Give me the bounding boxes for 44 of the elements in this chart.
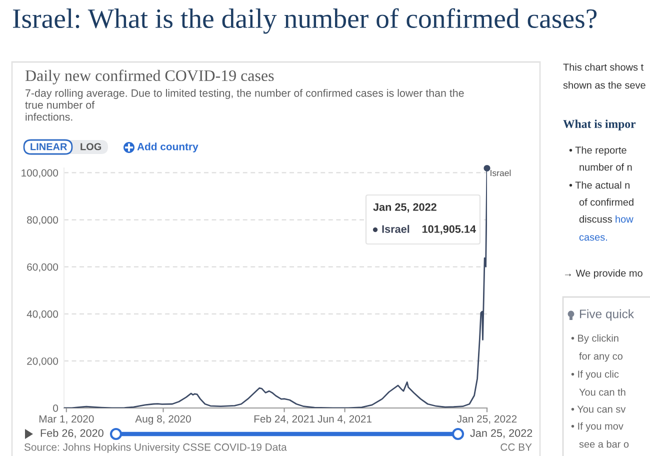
y-tick-label: 80,000 xyxy=(27,216,58,225)
text: • The reporte xyxy=(569,146,626,156)
text: Five quick xyxy=(580,309,634,321)
text: number of n xyxy=(580,163,632,171)
text: how xyxy=(616,215,634,223)
text: Jan 25, 2022 xyxy=(470,429,532,438)
text: What is impor xyxy=(563,120,636,130)
y-tick-label: 20,000 xyxy=(27,357,58,366)
x-tick-label: Jan 25, 2022 xyxy=(457,415,517,424)
text: see a bar o xyxy=(579,440,629,448)
text: discuss xyxy=(579,215,612,223)
x-tick-label: Feb 24, 2021 xyxy=(254,414,314,424)
chart-subtitle: 7-day rolling average. Due to limited testing, the number of confirmed cases is lower than the true number of infections. xyxy=(25,89,464,121)
text: cases. xyxy=(579,235,607,241)
text: • If you mov xyxy=(571,422,624,432)
y-tick-label: 60,000 xyxy=(27,263,58,272)
text: LINEAR xyxy=(30,143,68,150)
text: • The actual n xyxy=(569,181,630,189)
text: → We provide mo xyxy=(565,269,642,279)
annotation: 101,905.14 xyxy=(422,225,476,234)
text: Add country xyxy=(137,142,198,152)
text: You can th xyxy=(579,388,626,396)
text: • If you clic xyxy=(571,370,619,380)
text: shown as the seve xyxy=(563,81,646,89)
chart-title: Daily new confirmed COVID-19 cases xyxy=(25,70,274,84)
text: of confirmed xyxy=(579,198,634,206)
text: This chart shows t xyxy=(563,63,644,71)
y-tick-label: 0 xyxy=(53,404,58,412)
text: CC BY xyxy=(500,443,532,451)
x-tick-label: Mar 1, 2020 xyxy=(39,415,94,424)
text: Israel: What is the daily number of confirmed cases? xyxy=(13,8,597,34)
text: • You can sv xyxy=(571,406,626,413)
text: • By clickin xyxy=(571,334,618,344)
source-note: Source: Johns Hopkins University CSSE COVID-19 Data xyxy=(24,443,287,453)
y-tick-label: 100,000 xyxy=(22,169,58,178)
text: Feb 26, 2020 xyxy=(40,428,104,438)
y-tick-label: 40,000 xyxy=(26,310,58,319)
x-tick-label: Jun 4, 2021 xyxy=(318,415,372,424)
series-label: Israel xyxy=(490,170,511,176)
annotation: ● Israel xyxy=(372,224,410,233)
annotation: Jan 25, 2022 xyxy=(373,203,436,212)
text: for any co xyxy=(579,352,622,362)
text: LOG xyxy=(80,143,102,150)
x-tick-label: Aug 8, 2020 xyxy=(135,415,191,425)
